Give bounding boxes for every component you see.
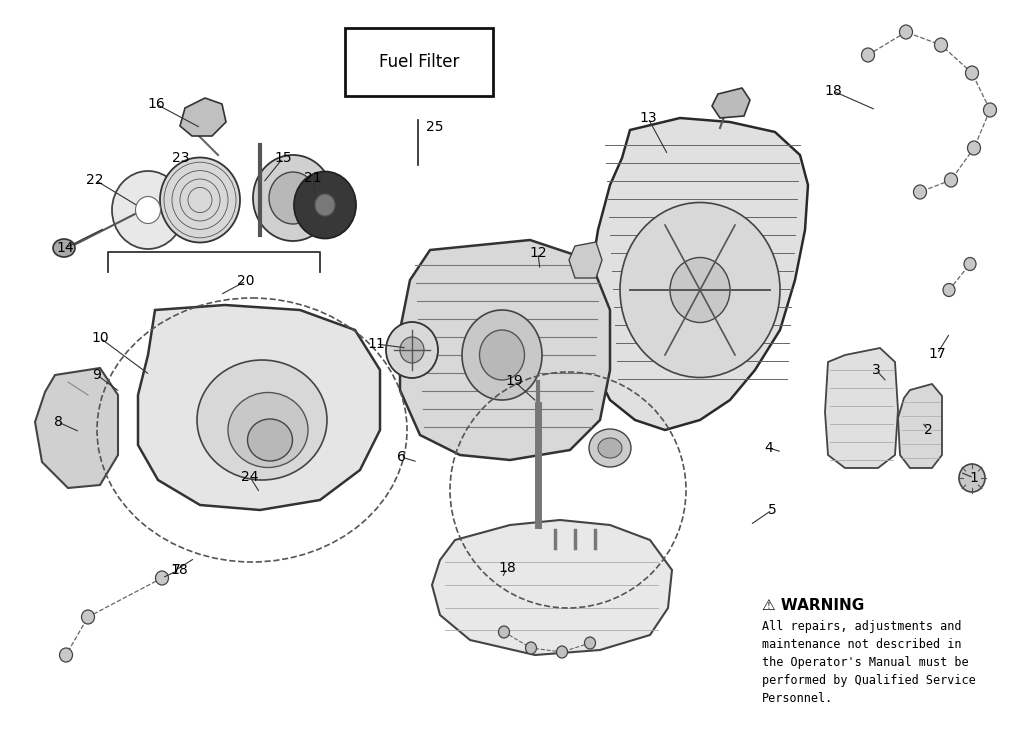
Text: 11: 11 [368,337,385,351]
PathPatch shape [898,384,942,468]
Text: 9: 9 [92,368,101,382]
Ellipse shape [968,141,981,155]
Text: 25: 25 [426,120,443,134]
Text: 1: 1 [970,471,979,485]
Ellipse shape [112,171,184,249]
Text: 20: 20 [238,274,255,288]
Ellipse shape [620,202,780,377]
Text: ⚠ WARNING: ⚠ WARNING [762,598,864,613]
Text: 15: 15 [274,151,292,165]
Ellipse shape [197,360,327,480]
PathPatch shape [400,240,610,460]
Text: 6: 6 [396,450,406,464]
Ellipse shape [228,393,308,467]
Ellipse shape [861,48,874,62]
Ellipse shape [462,310,542,400]
Text: 16: 16 [147,97,165,111]
Ellipse shape [160,158,240,242]
Ellipse shape [943,283,955,296]
Text: 21: 21 [304,171,322,185]
Text: 5: 5 [768,503,776,517]
Text: 10: 10 [91,331,109,345]
Ellipse shape [935,38,947,52]
PathPatch shape [569,242,602,278]
Ellipse shape [598,438,622,458]
Ellipse shape [53,239,75,257]
Text: All repairs, adjustments and
maintenance not described in
the Operator's Manual : All repairs, adjustments and maintenance… [762,620,976,705]
Text: 24: 24 [242,470,259,484]
PathPatch shape [138,305,380,510]
Text: 3: 3 [871,363,881,377]
Text: 22: 22 [86,173,103,187]
Ellipse shape [386,322,438,378]
Ellipse shape [248,419,293,461]
Ellipse shape [983,103,996,117]
Bar [345,28,493,96]
Ellipse shape [966,66,979,80]
Ellipse shape [59,648,73,662]
PathPatch shape [712,88,750,118]
PathPatch shape [180,98,226,136]
Ellipse shape [315,194,335,216]
Ellipse shape [959,464,985,492]
Text: Fuel Filter: Fuel Filter [379,53,459,71]
Ellipse shape [589,429,631,467]
Text: 18: 18 [498,561,516,575]
Ellipse shape [269,172,317,224]
Ellipse shape [479,330,524,380]
Ellipse shape [670,258,730,323]
PathPatch shape [35,368,118,488]
Ellipse shape [525,642,537,654]
Ellipse shape [82,610,94,624]
Text: 2: 2 [924,423,933,437]
Ellipse shape [156,571,169,585]
Ellipse shape [585,637,596,649]
Text: 4: 4 [765,441,773,455]
Text: 8: 8 [53,415,62,429]
Ellipse shape [964,258,976,271]
Ellipse shape [913,185,927,199]
Ellipse shape [253,155,333,241]
Text: 7: 7 [172,563,180,577]
PathPatch shape [432,520,672,655]
Ellipse shape [556,646,567,658]
Ellipse shape [899,25,912,39]
Text: 18: 18 [824,84,842,98]
Ellipse shape [944,173,957,187]
Text: 12: 12 [529,246,547,260]
Text: 18: 18 [170,563,187,577]
Ellipse shape [294,172,356,239]
Text: 23: 23 [172,151,189,165]
Text: 13: 13 [639,111,656,125]
Ellipse shape [400,337,424,363]
PathPatch shape [588,118,808,430]
Text: 19: 19 [505,374,523,388]
PathPatch shape [825,348,898,468]
Text: 14: 14 [56,241,74,255]
Ellipse shape [499,626,510,638]
Text: 17: 17 [928,347,946,361]
Ellipse shape [135,196,161,223]
